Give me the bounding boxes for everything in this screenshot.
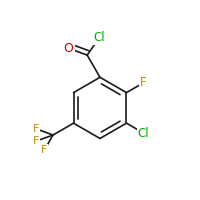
Text: F: F bbox=[140, 76, 147, 89]
Text: F: F bbox=[41, 145, 47, 155]
Text: Cl: Cl bbox=[138, 127, 149, 140]
Text: Cl: Cl bbox=[94, 31, 105, 44]
Text: F: F bbox=[33, 136, 40, 146]
Text: O: O bbox=[64, 42, 74, 55]
Text: F: F bbox=[33, 124, 40, 134]
